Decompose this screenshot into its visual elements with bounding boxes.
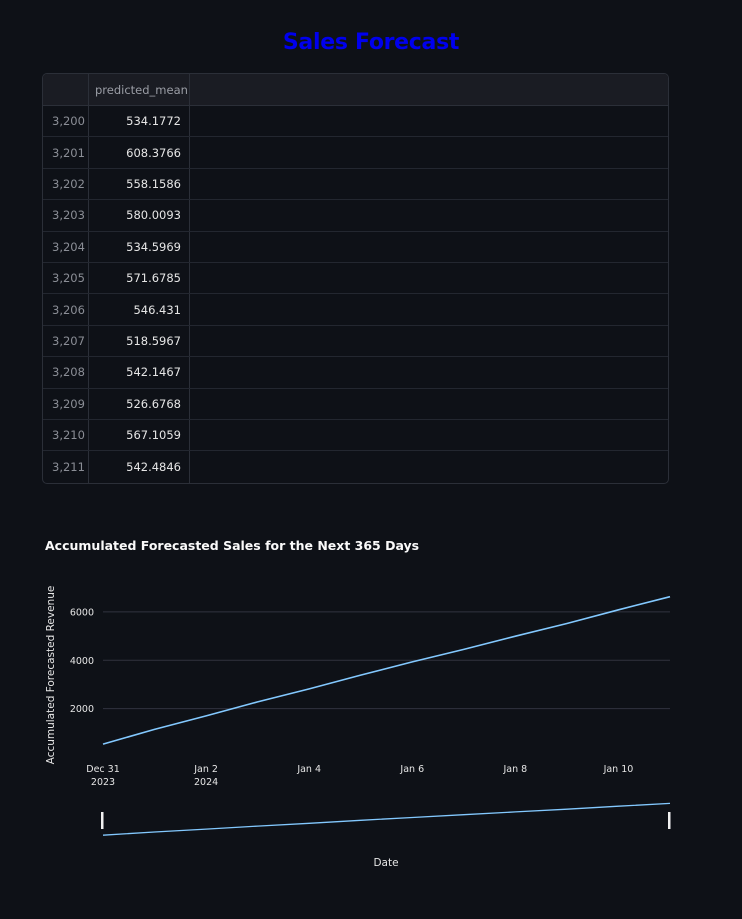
index-header (43, 74, 89, 105)
table-row[interactable]: 3,206 546.431 (43, 294, 668, 326)
x-tick-label: Dec 31 (86, 764, 120, 775)
x-tick-label: Jan 2 (193, 764, 218, 775)
x-tick-year-label: 2024 (194, 777, 218, 788)
y-tick-label: 4000 (70, 656, 94, 667)
page-title: Sales Forecast (282, 30, 460, 55)
forecast-table[interactable]: predicted_mean 3,200 534.1772 3,201 608.3766… (42, 73, 669, 484)
row-index: 3,204 (43, 231, 89, 262)
range-slider-left-handle[interactable] (101, 812, 104, 829)
x-tick-label: Jan 4 (296, 764, 321, 775)
table-row[interactable]: 3,208 542.1467 (43, 357, 668, 389)
predicted-mean-cell[interactable]: 546.431 (89, 294, 190, 325)
row-index: 3,207 (43, 325, 89, 357)
row-index: 3,201 (43, 137, 89, 168)
table-header: predicted_mean (43, 74, 668, 106)
predicted-mean-cell[interactable]: 558.1586 (89, 168, 190, 200)
predicted-mean-cell[interactable]: 567.1059 (89, 419, 190, 451)
predicted-mean-cell[interactable]: 526.6768 (89, 388, 190, 419)
x-axis-label: Date (373, 857, 398, 869)
column-header-predicted-mean[interactable]: predicted_mean (89, 74, 190, 105)
row-index: 3,210 (43, 419, 89, 451)
range-slider[interactable] (101, 802, 671, 836)
table-row[interactable]: 3,204 534.5969 (43, 231, 668, 263)
predicted-mean-cell[interactable]: 518.5967 (89, 325, 190, 357)
row-index: 3,211 (43, 451, 89, 483)
row-index: 3,205 (43, 262, 89, 294)
table-row[interactable]: 3,207 518.5967 (43, 325, 668, 358)
row-index: 3,200 (43, 106, 89, 137)
chart-title: Accumulated Forecasted Sales for the Nex… (45, 538, 420, 553)
y-axis-label: Accumulated Forecasted Revenue (45, 586, 57, 765)
table-row[interactable]: 3,210 567.1059 (43, 419, 668, 452)
predicted-mean-cell[interactable]: 534.5969 (89, 231, 190, 262)
x-tick-label: Jan 10 (603, 764, 634, 775)
x-tick-label: Jan 8 (503, 764, 528, 775)
table-row[interactable]: 3,201 608.3766 (43, 137, 668, 169)
row-index: 3,208 (43, 357, 89, 388)
row-index: 3,202 (43, 168, 89, 200)
range-slider-line (102, 802, 671, 836)
predicted-mean-cell[interactable]: 534.1772 (89, 106, 190, 137)
predicted-mean-cell[interactable]: 542.4846 (89, 451, 190, 483)
series-line[interactable] (102, 595, 671, 745)
y-tick-label: 6000 (70, 607, 94, 618)
predicted-mean-cell[interactable]: 580.0093 (89, 200, 190, 231)
table-row[interactable]: 3,203 580.0093 (43, 200, 668, 232)
table-row[interactable]: 3,209 526.6768 (43, 388, 668, 420)
table-row[interactable]: 3,200 534.1772 (43, 106, 668, 138)
table-row[interactable]: 3,211 542.4846 (43, 451, 668, 483)
predicted-mean-cell[interactable]: 542.1467 (89, 357, 190, 388)
row-index: 3,203 (43, 200, 89, 231)
y-tick-label: 2000 (70, 704, 94, 715)
predicted-mean-cell[interactable]: 608.3766 (89, 137, 190, 168)
row-index: 3,206 (43, 294, 89, 325)
table-row[interactable]: 3,202 558.1586 (43, 168, 668, 201)
row-index: 3,209 (43, 388, 89, 419)
table-row[interactable]: 3,205 571.6785 (43, 262, 668, 295)
x-tick-year-label: 2023 (91, 777, 115, 788)
range-slider-right-handle[interactable] (668, 812, 671, 829)
x-tick-label: Jan 6 (399, 764, 424, 775)
predicted-mean-cell[interactable]: 571.6785 (89, 262, 190, 294)
